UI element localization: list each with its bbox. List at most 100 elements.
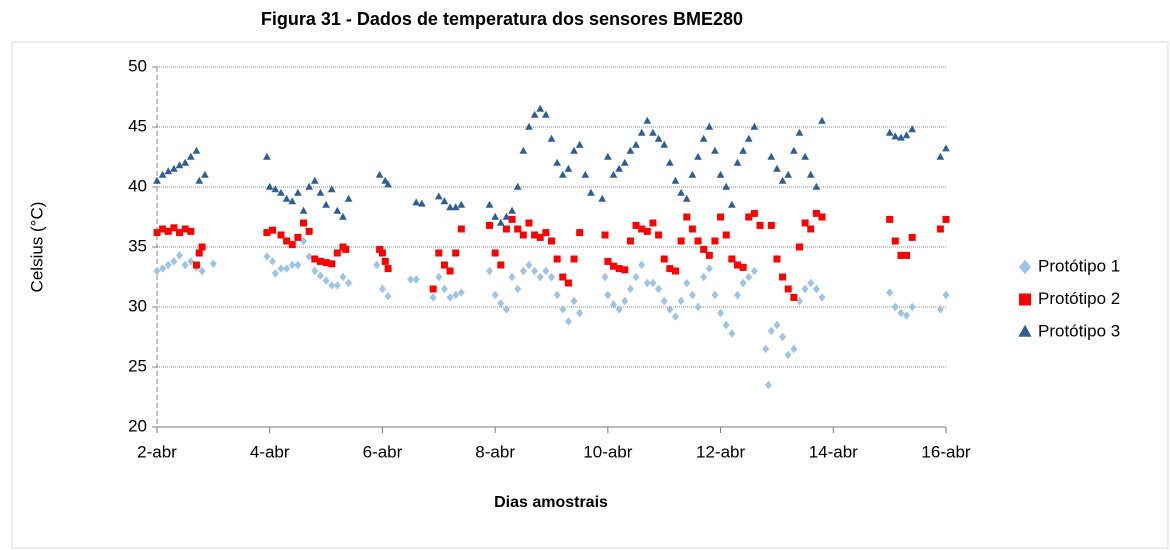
point: [542, 110, 550, 118]
y-tick-label: 35: [128, 236, 147, 255]
point: [891, 237, 899, 245]
point: [745, 272, 753, 282]
point: [514, 225, 522, 233]
point: [434, 192, 443, 200]
point: [626, 237, 634, 245]
legend-marker: [1019, 259, 1031, 275]
point: [795, 243, 803, 251]
point: [908, 302, 916, 312]
point: [666, 265, 674, 273]
point: [764, 380, 772, 390]
point: [548, 237, 555, 245]
point: [164, 260, 172, 270]
point: [908, 233, 916, 241]
point: [187, 257, 195, 266]
point: [942, 290, 950, 300]
x-tick-label: 12-abr: [696, 442, 745, 461]
point: [339, 212, 347, 220]
point: [201, 170, 209, 178]
point: [609, 300, 617, 309]
x-tick-label: 2-abr: [137, 442, 177, 461]
x-axis-label: Dias amostrais: [494, 494, 608, 511]
point: [694, 237, 702, 245]
point: [626, 146, 635, 154]
point: [497, 261, 505, 269]
point: [677, 188, 685, 196]
point: [818, 116, 826, 124]
point: [288, 241, 296, 249]
point: [376, 245, 384, 253]
point: [649, 278, 657, 288]
point: [435, 272, 443, 282]
point: [700, 245, 708, 253]
point: [344, 194, 353, 202]
point: [513, 182, 522, 190]
point: [269, 226, 277, 234]
point: [615, 265, 623, 273]
point: [705, 264, 713, 273]
point: [407, 275, 415, 284]
point: [812, 182, 821, 190]
point: [897, 308, 905, 318]
point: [548, 272, 555, 282]
point: [654, 134, 663, 142]
legend-label: Protótipo 2: [1038, 289, 1120, 308]
point: [677, 237, 685, 245]
point: [192, 146, 201, 154]
point: [575, 140, 584, 148]
point: [739, 146, 747, 154]
point: [158, 170, 167, 178]
point: [502, 212, 511, 220]
point: [750, 266, 758, 276]
point: [378, 284, 386, 294]
point: [170, 224, 178, 232]
point: [717, 308, 725, 318]
point: [682, 194, 691, 202]
point: [564, 279, 572, 287]
point: [666, 158, 674, 166]
point: [936, 152, 945, 160]
point: [277, 188, 285, 196]
point: [620, 158, 629, 166]
point: [908, 125, 917, 133]
point: [530, 110, 539, 118]
point: [514, 284, 522, 294]
point: [440, 197, 449, 205]
point: [891, 132, 900, 140]
point: [795, 128, 804, 136]
point: [655, 231, 663, 239]
point: [265, 182, 274, 190]
point: [694, 152, 702, 160]
point: [683, 213, 691, 221]
point: [886, 288, 894, 297]
point: [327, 185, 336, 193]
point: [282, 194, 291, 202]
point: [310, 176, 319, 184]
point: [412, 198, 421, 206]
point: [553, 158, 561, 166]
point: [452, 290, 460, 300]
point: [779, 273, 787, 281]
point: [733, 290, 741, 300]
point: [192, 261, 200, 269]
point: [632, 140, 640, 148]
point: [159, 264, 167, 273]
point: [604, 257, 612, 265]
point: [525, 260, 533, 270]
point: [294, 233, 302, 241]
point: [621, 296, 629, 306]
point: [570, 255, 578, 263]
point: [187, 227, 195, 235]
point: [886, 215, 894, 223]
point: [446, 267, 454, 275]
point: [553, 290, 561, 300]
point: [542, 229, 550, 237]
point: [795, 296, 803, 306]
point: [717, 213, 725, 221]
point: [176, 229, 184, 237]
point: [784, 350, 792, 360]
point: [688, 170, 697, 178]
x-tick-label: 10-abr: [583, 442, 632, 461]
point: [181, 225, 189, 233]
point: [818, 293, 826, 302]
